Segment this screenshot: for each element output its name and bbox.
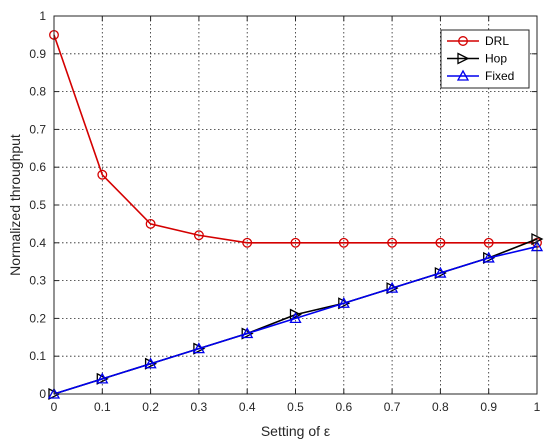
y-tick-label: 0.8	[29, 85, 46, 99]
data-point-fixed	[144, 357, 157, 369]
legend-label-drl: DRL	[485, 34, 509, 48]
data-point-drl	[338, 237, 349, 248]
y-tick-label: 0.4	[29, 236, 46, 250]
legend-marker-hop	[457, 52, 470, 65]
data-point-hop	[144, 357, 158, 370]
data-point-hop	[386, 282, 399, 295]
x-tick-label: 0.9	[480, 400, 497, 414]
data-point-drl	[483, 237, 494, 248]
y-tick-label: 0.3	[29, 274, 46, 288]
y-tick-label: 1	[39, 9, 46, 23]
data-point-fixed	[434, 266, 447, 278]
x-tick-label: 0.8	[432, 400, 449, 414]
data-point-hop	[338, 297, 351, 310]
data-point-drl	[193, 230, 204, 241]
y-axis-label: Normalized throughput	[7, 134, 23, 276]
legend-label-fixed: Fixed	[485, 69, 514, 83]
data-point-hop	[483, 251, 496, 264]
y-tick-label: 0.1	[29, 349, 46, 363]
legend-box	[440, 29, 530, 89]
x-tick-label: 0.7	[384, 400, 401, 414]
x-tick-label: 0.1	[94, 400, 111, 414]
data-point-hop	[434, 266, 447, 280]
y-tick-label: 0.6	[29, 160, 46, 174]
y-tick-label: 0	[39, 387, 46, 401]
data-point-hop	[193, 342, 206, 355]
x-tick-label: 0.3	[191, 400, 208, 414]
data-point-hop	[241, 327, 254, 340]
data-point-fixed	[482, 251, 495, 263]
data-point-fixed	[289, 312, 302, 324]
legend-label-hop: Hop	[485, 52, 507, 66]
data-point-fixed	[96, 372, 109, 384]
legend-marker-fixed	[456, 69, 470, 81]
x-tick-label: 1	[534, 400, 541, 414]
data-point-drl	[435, 237, 446, 248]
data-point-hop	[96, 372, 109, 385]
series-line-drl	[53, 34, 537, 244]
y-tick-label: 0.2	[29, 311, 46, 325]
data-point-drl	[242, 237, 253, 248]
x-tick-label: 0	[51, 400, 58, 414]
x-axis-label: Setting of ε	[261, 423, 330, 439]
data-point-drl	[387, 237, 398, 248]
tick-layer: 0 0.1 0.2 0.3 0.4 0.5 0.6 0.7 0.8 0.9 1 0 0.1 0.2 0.3 0…	[29, 9, 540, 414]
y-tick-label: 0.5	[29, 198, 46, 212]
data-point-fixed	[192, 342, 206, 354]
data-point-drl	[145, 218, 156, 229]
y-tick-label: 0.9	[29, 47, 46, 61]
x-tick-label: 0.6	[335, 400, 352, 414]
x-tick-label: 0.4	[239, 400, 256, 414]
data-point-fixed	[385, 281, 399, 293]
data-point-fixed	[337, 296, 350, 308]
data-point-drl	[97, 169, 108, 180]
legend: DRL Hop Fixed	[440, 29, 530, 89]
x-tick-label: 0.5	[287, 400, 304, 414]
data-point-fixed	[241, 327, 254, 339]
legend-marker-drl	[458, 36, 468, 46]
x-tick-label: 0.2	[142, 400, 159, 414]
data-point-drl	[290, 237, 301, 248]
y-tick-label: 0.7	[29, 122, 46, 136]
series-line-fixed	[53, 245, 538, 395]
